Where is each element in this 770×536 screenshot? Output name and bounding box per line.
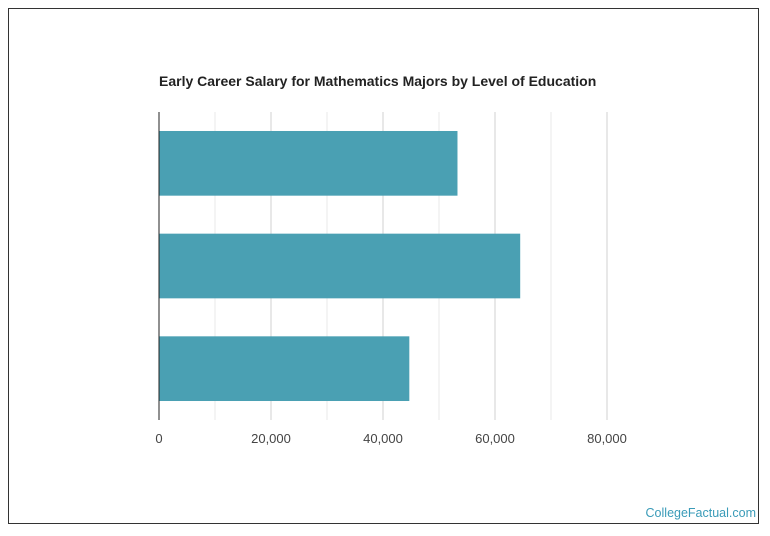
chart-title: Early Career Salary for Mathematics Majo…	[159, 73, 597, 89]
x-tick-label: 40,000	[363, 431, 403, 446]
x-tick-labels: 0 20,000 40,000 60,000 80,000	[155, 431, 627, 446]
bars	[159, 130, 521, 402]
x-tick-label: 80,000	[587, 431, 627, 446]
chart-frame	[8, 8, 759, 524]
x-tick-label: 60,000	[475, 431, 515, 446]
x-tick-label: 20,000	[251, 431, 291, 446]
x-tick-label: 0	[155, 431, 162, 446]
source-credit[interactable]: CollegeFactual.com	[645, 506, 756, 520]
bar[interactable]	[159, 336, 410, 402]
bar[interactable]	[159, 130, 458, 196]
bar[interactable]	[159, 233, 521, 299]
